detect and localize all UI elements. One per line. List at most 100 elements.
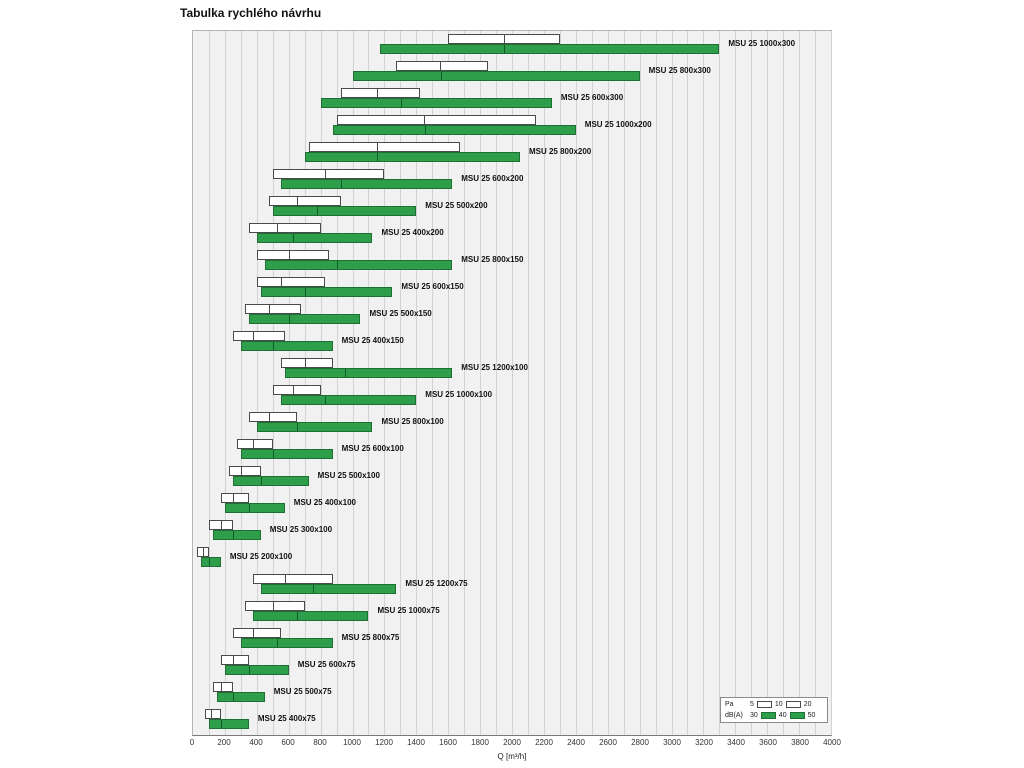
series-label: MSU 25 200x100 bbox=[229, 552, 293, 561]
series-label: MSU 25 800x200 bbox=[528, 147, 592, 156]
gridline bbox=[304, 31, 306, 735]
x-tick-label: 4000 bbox=[823, 738, 841, 747]
x-tick-label: 2800 bbox=[631, 738, 649, 747]
bar-mid-tick bbox=[220, 521, 222, 529]
dba-bar bbox=[252, 611, 369, 621]
bar-mid-tick bbox=[424, 126, 426, 134]
legend-pa-label: Pa bbox=[725, 701, 734, 708]
pa-bar bbox=[396, 61, 489, 71]
bar-mid-tick bbox=[284, 575, 286, 583]
x-tick-label: 3600 bbox=[759, 738, 777, 747]
dba-bar bbox=[260, 584, 397, 594]
gridline bbox=[208, 31, 210, 735]
bar-mid-tick bbox=[504, 45, 506, 53]
bar-mid-tick bbox=[440, 72, 442, 80]
gridline bbox=[272, 31, 274, 735]
legend-pa-bar-segment bbox=[785, 701, 801, 708]
series-label: MSU 25 600x300 bbox=[560, 93, 624, 102]
x-tick-label: 1600 bbox=[439, 738, 457, 747]
gridline bbox=[448, 31, 450, 735]
bar-mid-tick bbox=[292, 386, 294, 394]
dba-bar bbox=[264, 260, 453, 270]
series-label: MSU 25 600x150 bbox=[401, 282, 464, 291]
bar-mid-tick bbox=[276, 639, 278, 647]
dba-bar bbox=[256, 422, 373, 432]
series-label: MSU 25 1000x100 bbox=[425, 390, 493, 399]
gridline bbox=[480, 31, 482, 735]
dba-bar bbox=[280, 179, 453, 189]
series-label: MSU 25 500x200 bbox=[425, 201, 488, 210]
gridline bbox=[543, 31, 545, 735]
bar-mid-tick bbox=[202, 548, 204, 556]
series-label: MSU 25 300x100 bbox=[269, 525, 333, 534]
bar-mid-tick bbox=[252, 629, 254, 637]
bar-mid-tick bbox=[233, 656, 234, 664]
bar-mid-tick bbox=[440, 62, 442, 70]
gridline bbox=[783, 31, 785, 735]
gridline bbox=[799, 31, 801, 735]
gridline bbox=[687, 31, 689, 735]
series-label: MSU 25 600x75 bbox=[297, 660, 356, 669]
legend-dba-bar-segment bbox=[789, 712, 805, 719]
gridline bbox=[527, 31, 529, 735]
bar-mid-tick bbox=[340, 180, 342, 188]
dba-bar bbox=[320, 98, 552, 108]
bar-mid-tick bbox=[324, 396, 326, 404]
bar-mid-tick bbox=[376, 143, 378, 151]
dba-bar bbox=[200, 557, 221, 567]
x-tick-label: 3000 bbox=[663, 738, 681, 747]
gridline bbox=[496, 31, 498, 735]
series-label: MSU 25 400x200 bbox=[381, 228, 444, 237]
gridline bbox=[224, 31, 226, 735]
gridline bbox=[671, 31, 673, 735]
pa-bar bbox=[232, 331, 285, 341]
bar-mid-tick bbox=[317, 207, 318, 215]
gridline bbox=[384, 31, 386, 735]
gridline bbox=[607, 31, 609, 735]
bar-mid-tick bbox=[324, 170, 326, 178]
dba-bar bbox=[232, 476, 309, 486]
dba-bar bbox=[380, 44, 720, 54]
series-label: MSU 25 500x150 bbox=[369, 309, 432, 318]
x-axis-title: Q [m³/h] bbox=[497, 752, 527, 761]
pa-bar bbox=[268, 196, 341, 206]
legend-dba-label: dB(A) bbox=[725, 712, 743, 719]
dba-bar bbox=[240, 341, 333, 351]
x-axis: 0 200 400 600 800 1000 1200 1400 1600 1800 2000 220… bbox=[189, 738, 841, 750]
pa-bar bbox=[280, 358, 333, 368]
x-tick-label: 2400 bbox=[567, 738, 585, 747]
bar-mid-tick bbox=[296, 423, 298, 431]
page-title: Tabulka rychlého návrhu bbox=[180, 6, 322, 20]
dba-bar bbox=[284, 368, 453, 378]
legend-pa-bar-segment bbox=[756, 701, 772, 708]
x-tick-label: 0 bbox=[189, 738, 195, 747]
series-label: MSU 25 400x75 bbox=[257, 714, 316, 723]
x-tick-label: 600 bbox=[281, 738, 295, 747]
series-label: MSU 25 500x75 bbox=[273, 687, 332, 696]
gridline bbox=[751, 31, 753, 735]
bar-mid-tick bbox=[252, 440, 254, 448]
pa-bar bbox=[220, 493, 249, 503]
gridline bbox=[767, 31, 769, 735]
bar-mid-tick bbox=[304, 359, 306, 367]
pa-bar bbox=[196, 547, 209, 557]
bar-mid-tick bbox=[268, 305, 270, 313]
series-label: MSU 25 500x100 bbox=[317, 471, 380, 480]
dba-bar bbox=[240, 449, 333, 459]
bar-mid-tick bbox=[249, 504, 251, 512]
x-tick-label: 3800 bbox=[791, 738, 809, 747]
dba-bar bbox=[352, 71, 640, 81]
pa-bar bbox=[208, 520, 233, 530]
gridline bbox=[352, 31, 354, 735]
legend-pa-tick-mid: 10 bbox=[774, 701, 783, 708]
legend-dba-bar-segment bbox=[760, 712, 776, 719]
pa-bar bbox=[220, 655, 249, 665]
gridline bbox=[719, 31, 721, 735]
gridline bbox=[416, 31, 418, 735]
bar-mid-tick bbox=[504, 35, 505, 43]
bar-mid-tick bbox=[288, 251, 290, 259]
dba-bar bbox=[224, 503, 285, 513]
bar-mid-tick bbox=[210, 710, 212, 718]
bar-mid-tick bbox=[288, 315, 290, 323]
bar-mid-tick bbox=[293, 234, 295, 242]
